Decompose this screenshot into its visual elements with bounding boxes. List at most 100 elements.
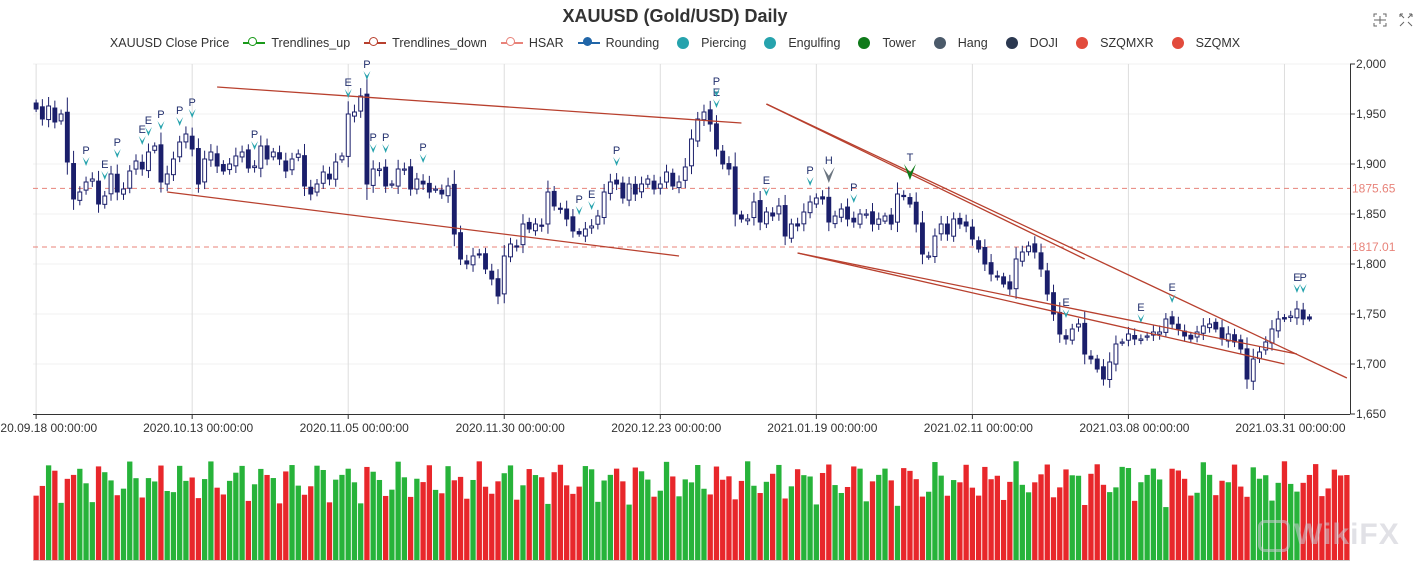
- volume-bar: [695, 465, 701, 560]
- candle-body: [133, 160, 139, 170]
- candle-body: [451, 183, 457, 235]
- candle-body: [757, 200, 763, 223]
- volume-bar: [1038, 474, 1044, 560]
- volume-bar: [1082, 504, 1088, 560]
- legend-item[interactable]: SZQMXR: [1072, 36, 1154, 50]
- legend-item[interactable]: XAUUSD Close Price: [110, 36, 229, 50]
- candle-body: [264, 145, 270, 160]
- pattern-label: E: [1062, 297, 1069, 309]
- pattern-label: P: [382, 132, 389, 144]
- candle-body: [283, 160, 289, 172]
- legend-item[interactable]: Hang: [930, 36, 988, 50]
- y-tick-label: 1,800: [1356, 257, 1386, 271]
- legend-item[interactable]: Rounding: [577, 36, 659, 50]
- pattern-marker: [575, 206, 583, 215]
- volume-bar: [201, 479, 208, 560]
- legend-marker: [760, 37, 782, 49]
- candle-body: [333, 161, 339, 180]
- volume-bar: [1194, 492, 1200, 560]
- candle-body: [857, 213, 863, 225]
- volume-bar: [1107, 492, 1113, 560]
- volume-bar: [189, 477, 195, 560]
- candle-body: [1107, 361, 1113, 381]
- candle-body: [383, 166, 389, 187]
- volume-bar: [645, 479, 651, 560]
- volume-bar: [457, 476, 464, 560]
- candle-body: [58, 113, 64, 122]
- pattern-marker: [419, 154, 427, 163]
- watermark-text: WikiFX: [1294, 518, 1400, 551]
- candle-body: [1138, 338, 1144, 341]
- candle-body: [476, 253, 482, 256]
- volume-bar: [177, 465, 183, 560]
- y-tick-label: 1,850: [1356, 207, 1386, 221]
- legend-label: SZQMX: [1195, 36, 1241, 50]
- candle-body: [1101, 366, 1106, 380]
- volume-bar: [613, 468, 620, 560]
- candle-body: [395, 168, 401, 187]
- candle-body: [564, 208, 570, 220]
- legend-item[interactable]: HSAR: [500, 36, 564, 50]
- candle-body: [189, 135, 195, 150]
- candle-body: [245, 149, 251, 169]
- candle-body: [64, 111, 70, 163]
- pattern-label: P: [157, 109, 164, 121]
- candle-body: [1113, 343, 1119, 365]
- candle-body: [901, 194, 907, 198]
- pattern-marker: [144, 127, 152, 136]
- restore-icon[interactable]: [1398, 12, 1414, 28]
- pattern-marker: [1062, 309, 1070, 318]
- candle-body: [71, 163, 77, 200]
- candle-body: [439, 189, 445, 195]
- volume-bar: [745, 461, 751, 560]
- legend-item[interactable]: Piercing: [673, 36, 746, 50]
- legend-item[interactable]: Trendlines_down: [364, 36, 487, 50]
- volume-bar: [383, 495, 389, 560]
- pattern-label: H: [825, 155, 833, 167]
- volume-bar: [670, 476, 676, 560]
- legend-label: Tower: [882, 36, 916, 50]
- legend-item[interactable]: Engulfing: [760, 36, 840, 50]
- candle-body: [39, 106, 45, 120]
- candle-body: [645, 178, 651, 185]
- hsar-label: 1817.01: [1352, 240, 1396, 254]
- candle-body: [277, 152, 282, 160]
- x-tick-label: 2020.11.05 00:00:00: [300, 421, 410, 435]
- volume-bar: [195, 498, 202, 560]
- volume-bar: [676, 496, 682, 560]
- volume-bar: [1325, 488, 1331, 560]
- candle-body: [370, 168, 376, 186]
- pattern-marker: [363, 71, 371, 80]
- candle-body: [214, 153, 220, 167]
- candle-body: [994, 275, 1000, 278]
- volume-bar: [464, 498, 470, 560]
- y-tick-label: 2,000: [1356, 57, 1386, 71]
- volume-bar: [120, 488, 127, 560]
- legend-item[interactable]: SZQMX: [1168, 36, 1240, 50]
- pattern-label: P: [1300, 272, 1307, 284]
- trendline-down: [766, 103, 1348, 379]
- volume-bar: [682, 479, 688, 560]
- candle-body: [364, 93, 370, 185]
- pattern-marker: [822, 167, 835, 183]
- trendline-down: [797, 252, 1285, 365]
- zoom-icon[interactable]: [1372, 12, 1388, 28]
- candle-body: [738, 214, 744, 220]
- volume-bar: [308, 486, 314, 560]
- candle-body: [420, 180, 426, 185]
- volume-bar: [894, 505, 901, 560]
- candle-body: [1044, 270, 1050, 295]
- volume-bar: [564, 485, 570, 560]
- legend-item[interactable]: DOJI: [1002, 36, 1058, 50]
- candle-body: [345, 113, 351, 157]
- legend-label: Piercing: [701, 36, 747, 50]
- volume-bar: [245, 500, 251, 560]
- legend-item[interactable]: Tower: [854, 36, 916, 50]
- candle-body: [195, 148, 201, 185]
- volume-bar: [1200, 462, 1206, 560]
- x-tick-label: 2021.02.11 00:00:00: [924, 421, 1034, 435]
- legend-item[interactable]: Trendlines_up: [243, 36, 350, 50]
- pattern-marker: [188, 109, 196, 118]
- volume-bar: [83, 483, 89, 560]
